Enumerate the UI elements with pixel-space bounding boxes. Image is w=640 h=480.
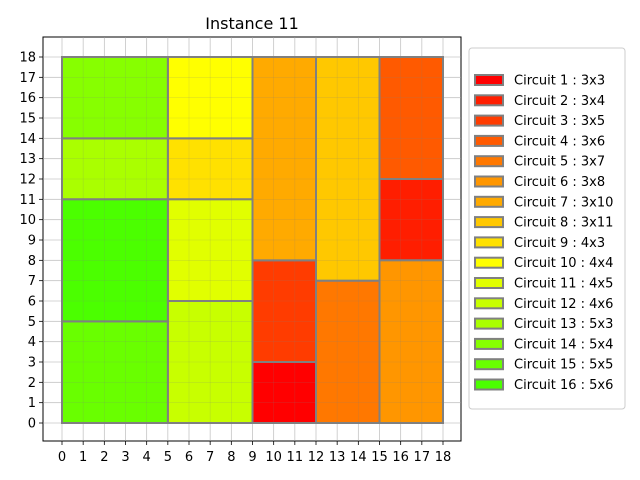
y-tick-label: 7 bbox=[28, 274, 36, 289]
y-tick-label: 11 bbox=[19, 193, 36, 208]
circuit-rect-10 bbox=[166, 56, 254, 140]
legend-swatch-16 bbox=[474, 378, 504, 391]
legend-swatch-15 bbox=[474, 358, 504, 371]
y-tick-label: 8 bbox=[28, 254, 36, 269]
legend-swatch-3 bbox=[474, 114, 504, 127]
y-tick-label: 10 bbox=[19, 213, 36, 228]
legend-frame bbox=[468, 47, 626, 410]
x-tick-label: 10 bbox=[265, 450, 282, 465]
x-axis-ticks: 0 1 2 3 4 5 6 7 8 9 10 11 12 13 14 15 16 17 18 bbox=[58, 441, 451, 465]
circuit-rect-15 bbox=[61, 320, 169, 425]
circuit-rect-13 bbox=[61, 137, 169, 201]
circuit-rect-5 bbox=[315, 279, 381, 424]
legend-label-2: Circuit 2 : 3x4 bbox=[514, 94, 605, 109]
legend-label-10: Circuit 10 : 4x4 bbox=[514, 256, 613, 271]
legend-label-16: Circuit 16 : 5x6 bbox=[514, 378, 613, 393]
y-tick-label: 9 bbox=[28, 234, 36, 249]
legend-label-5: Circuit 5 : 3x7 bbox=[514, 155, 605, 170]
x-tick-label: 13 bbox=[329, 450, 346, 465]
x-tick-label: 18 bbox=[435, 450, 452, 465]
x-tick-label: 14 bbox=[350, 450, 367, 465]
x-tick-label: 17 bbox=[414, 450, 431, 465]
y-tick-label: 16 bbox=[19, 91, 36, 106]
legend-label-11: Circuit 11 : 4x5 bbox=[514, 277, 613, 292]
legend-label-9: Circuit 9 : 4x3 bbox=[514, 236, 605, 251]
legend-label-1: Circuit 1 : 3x3 bbox=[514, 74, 605, 89]
legend-swatch-6 bbox=[474, 175, 504, 188]
legend-swatch-7 bbox=[474, 195, 504, 208]
y-tick-label: 2 bbox=[28, 376, 36, 391]
legend-swatch-10 bbox=[474, 256, 504, 269]
y-tick-label: 14 bbox=[19, 132, 36, 147]
legend-swatch-4 bbox=[474, 134, 504, 147]
x-tick-label: 2 bbox=[100, 450, 108, 465]
legend-swatch-12 bbox=[474, 297, 504, 310]
y-tick-label: 6 bbox=[28, 295, 36, 310]
legend-label-7: Circuit 7 : 3x10 bbox=[514, 195, 613, 210]
legend-swatch-13 bbox=[474, 317, 504, 330]
x-tick-label: 5 bbox=[164, 450, 172, 465]
circuit-rect-12 bbox=[166, 300, 254, 424]
x-tick-label: 3 bbox=[121, 450, 129, 465]
x-tick-label: 15 bbox=[371, 450, 388, 465]
circuit-rect-6 bbox=[378, 259, 444, 425]
y-tick-label: 1 bbox=[28, 396, 36, 411]
x-tick-label: 9 bbox=[248, 450, 256, 465]
legend-swatch-11 bbox=[474, 277, 504, 289]
legend-swatch-1 bbox=[474, 74, 504, 86]
grid-overlay bbox=[43, 37, 461, 441]
x-tick-label: 4 bbox=[143, 450, 151, 465]
circuit-rect-14 bbox=[61, 56, 169, 140]
legend-swatch-5 bbox=[474, 155, 504, 168]
legend-swatch-14 bbox=[474, 337, 504, 350]
x-tick-label: 12 bbox=[308, 450, 325, 465]
circuit-rect-9 bbox=[166, 137, 254, 201]
legend-label-6: Circuit 6 : 3x8 bbox=[514, 175, 605, 190]
y-tick-label: 0 bbox=[28, 417, 36, 432]
circuit-rect-16 bbox=[61, 198, 169, 323]
legend-label-8: Circuit 8 : 3x11 bbox=[514, 216, 613, 231]
y-tick-label: 4 bbox=[28, 335, 36, 350]
y-tick-label: 17 bbox=[19, 71, 36, 86]
legend-label-3: Circuit 3 : 3x5 bbox=[514, 114, 605, 129]
y-tick-label: 18 bbox=[19, 51, 36, 66]
legend-swatch-9 bbox=[474, 236, 504, 249]
legend-label-13: Circuit 13 : 5x3 bbox=[514, 317, 613, 332]
legend: Circuit 1 : 3x3 Circuit 2 : 3x4 Circuit 3 … bbox=[468, 47, 626, 410]
x-tick-label: 11 bbox=[287, 450, 304, 465]
y-tick-label: 12 bbox=[19, 173, 36, 188]
circuit-rect-8 bbox=[315, 56, 381, 282]
x-tick-label: 8 bbox=[227, 450, 235, 465]
legend-label-4: Circuit 4 : 3x6 bbox=[514, 134, 605, 149]
x-tick-label: 6 bbox=[185, 450, 193, 465]
circuit-rect-4 bbox=[378, 56, 444, 180]
circuit-rect-3 bbox=[251, 259, 317, 364]
y-tick-label: 13 bbox=[19, 152, 36, 167]
circuit-rect-7 bbox=[251, 56, 317, 262]
chart-title: Instance 11 bbox=[205, 14, 299, 33]
x-tick-label: 1 bbox=[79, 450, 87, 465]
x-tick-label: 7 bbox=[206, 450, 214, 465]
x-tick-label: 16 bbox=[392, 450, 409, 465]
legend-label-12: Circuit 12 : 4x6 bbox=[514, 297, 613, 312]
y-tick-label: 5 bbox=[28, 315, 36, 330]
y-tick-label: 3 bbox=[28, 356, 36, 371]
y-tick-label: 15 bbox=[19, 112, 36, 127]
legend-label-15: Circuit 15 : 5x5 bbox=[514, 358, 613, 373]
legend-swatch-2 bbox=[474, 94, 504, 107]
circuit-rectangles bbox=[43, 37, 461, 441]
circuit-rect-1 bbox=[251, 361, 317, 424]
legend-swatch-8 bbox=[474, 216, 504, 229]
x-tick-label: 0 bbox=[58, 450, 66, 465]
legend-label-14: Circuit 14 : 5x4 bbox=[514, 337, 613, 352]
